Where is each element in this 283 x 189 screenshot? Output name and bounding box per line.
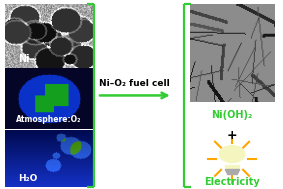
Text: Ni–O₂ fuel cell: Ni–O₂ fuel cell (100, 79, 170, 88)
Bar (226, 170, 238, 172)
Text: Atmosphere:O₂: Atmosphere:O₂ (16, 115, 82, 124)
Text: Electricity: Electricity (204, 177, 260, 187)
Text: +: + (227, 129, 237, 142)
Bar (227, 172, 237, 174)
Text: Ni: Ni (18, 53, 30, 64)
Circle shape (219, 146, 245, 163)
Bar (225, 169, 239, 170)
Text: H₂O: H₂O (18, 174, 38, 183)
Text: Ni(OH)₂: Ni(OH)₂ (211, 110, 253, 120)
Bar (225, 165, 239, 170)
